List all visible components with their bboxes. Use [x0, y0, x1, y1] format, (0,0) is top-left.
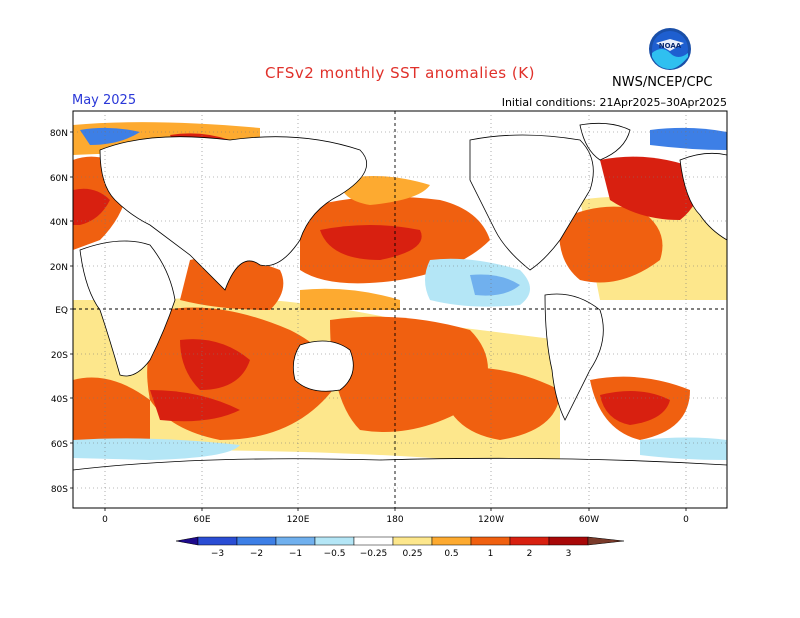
latitude-labels: 80N 60N 40N 20N EQ 20S 40S 60S 80S: [50, 129, 73, 495]
colorbar-label: −1: [289, 549, 302, 559]
colorbar-label: −0.5: [324, 549, 346, 559]
lat-label: 60N: [50, 174, 68, 184]
forecast-month: May 2025: [72, 93, 137, 108]
gridlines: [73, 111, 727, 508]
lon-label: 60E: [193, 515, 210, 525]
colorbar-label: 3: [566, 549, 572, 559]
colorbar: −3 −2 −1 −0.5 −0.25 0.25 0.5 1 2 3: [175, 536, 625, 559]
lat-label: 60S: [51, 440, 68, 450]
colorbar-swatch: [197, 536, 238, 546]
lat-label: 20S: [51, 351, 68, 361]
svg-text:NOAA: NOAA: [659, 42, 682, 50]
colorbar-swatch: [392, 536, 433, 546]
colorbar-swatch: [548, 536, 589, 546]
colorbar-arrow-low: [175, 536, 199, 546]
colorbar-label: 1: [488, 549, 494, 559]
initial-conditions: Initial conditions: 21Apr2025–30Apr2025: [501, 96, 727, 109]
noaa-logo-icon: NOAA: [649, 28, 691, 70]
lat-label: 80N: [50, 129, 68, 139]
lon-label: 0: [683, 515, 689, 525]
colorbar-label: 0.25: [402, 549, 422, 559]
colorbar-label: 2: [527, 549, 533, 559]
lat-label: 40S: [51, 395, 68, 405]
colorbar-swatch: [236, 536, 277, 546]
lat-label: 20N: [50, 263, 68, 273]
map-title: CFSv2 monthly SST anomalies (K): [265, 64, 535, 82]
colorbar-label: 0.5: [444, 549, 458, 559]
colorbar-label: −3: [211, 549, 224, 559]
colorbar-swatch: [314, 536, 355, 546]
colorbar-swatch: [353, 536, 394, 546]
map-frame: [72, 110, 728, 509]
lat-label: 80S: [51, 485, 68, 495]
colorbar-swatch: [509, 536, 550, 546]
lon-label: 0: [102, 515, 108, 525]
colorbar-swatch: [470, 536, 511, 546]
longitude-labels: 0 60E 120E 180 120W 60W 0: [102, 508, 689, 525]
colorbar-arrow-high: [587, 536, 625, 546]
agency-label: NWS/NCEP/CPC: [612, 75, 713, 90]
colorbar-label: −0.25: [360, 549, 388, 559]
lon-label: 60W: [579, 515, 599, 525]
colorbar-swatch: [275, 536, 316, 546]
anomaly-field: [73, 111, 727, 508]
lat-label: EQ: [55, 306, 68, 316]
lat-label: 40N: [50, 218, 68, 228]
lon-label: 120E: [287, 515, 310, 525]
colorbar-label: −2: [250, 549, 263, 559]
coastlines: [73, 122, 727, 508]
colorbar-swatch: [431, 536, 472, 546]
lon-label: 120W: [478, 515, 504, 525]
lon-label: 180: [386, 515, 403, 525]
